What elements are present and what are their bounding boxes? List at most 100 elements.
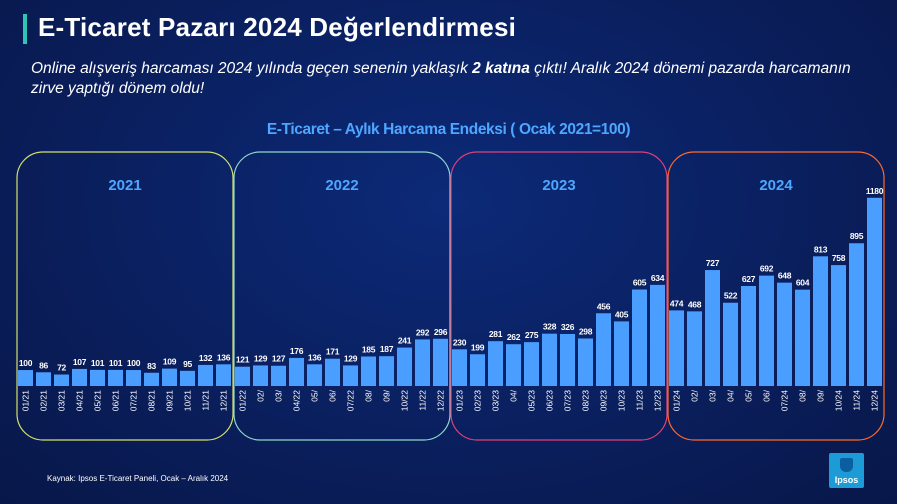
year-group-frame <box>16 151 234 441</box>
x-tick-label: 12/22 <box>436 390 446 412</box>
bar <box>524 342 539 386</box>
year-group-label: 2022 <box>325 177 358 194</box>
bar <box>650 284 665 386</box>
bar-value-label: 101 <box>91 358 105 368</box>
bar-value-label: 405 <box>615 309 629 319</box>
bar-value-label: 129 <box>254 353 268 363</box>
bar-value-label: 95 <box>183 359 192 369</box>
bar <box>271 365 286 386</box>
year-group-label: 2024 <box>759 177 793 194</box>
x-tick-label: 04/21 <box>75 390 85 412</box>
bar-value-label: 634 <box>651 273 665 283</box>
x-tick-label: 04/ <box>509 389 519 401</box>
x-tick-label: 09/23 <box>599 390 609 412</box>
bar-value-label: 185 <box>362 344 376 354</box>
x-tick-label: 05/23 <box>527 390 537 412</box>
bar <box>777 282 792 386</box>
bar-value-label: 895 <box>850 231 864 241</box>
bar-value-label: 187 <box>380 344 394 354</box>
bar-value-label: 72 <box>57 363 66 373</box>
bar <box>632 289 647 386</box>
x-tick-label: 08/21 <box>147 390 157 412</box>
bar-value-label: 813 <box>814 244 828 254</box>
bar-value-label: 281 <box>489 329 503 339</box>
x-tick-label: 02/23 <box>473 390 483 412</box>
bar-value-label: 275 <box>525 330 539 340</box>
x-tick-label: 01/21 <box>21 390 31 412</box>
x-tick-label: 07/24 <box>780 390 790 412</box>
x-tick-label: 12/21 <box>219 390 229 412</box>
bar <box>578 338 593 386</box>
bar <box>433 338 448 386</box>
x-tick-label: 11/23 <box>635 390 645 411</box>
bar <box>126 370 141 386</box>
bar-value-label: 129 <box>344 353 358 363</box>
subtitle-highlight: 2 katına <box>472 60 530 77</box>
page-title: E-Ticaret Pazarı 2024 Değerlendirmesi <box>38 12 517 42</box>
ipsos-logo: Ipsos <box>829 453 864 488</box>
x-tick-label: 10/21 <box>183 390 193 412</box>
x-tick-label: 11/22 <box>418 390 428 411</box>
x-tick-label: 12/23 <box>653 390 663 412</box>
x-tick-label: 07/21 <box>129 390 139 412</box>
x-tick-label: 01/24 <box>672 390 682 412</box>
x-tick-label: 05/ <box>744 389 754 401</box>
bar-value-label: 199 <box>471 342 485 352</box>
x-tick-label: 04/ <box>726 389 736 401</box>
bar <box>415 339 430 386</box>
bar-value-label: 101 <box>109 358 123 368</box>
bar <box>180 370 195 386</box>
bar-value-label: 230 <box>453 337 467 347</box>
x-tick-label: 11/24 <box>852 390 862 411</box>
x-tick-label: 08/23 <box>581 390 591 412</box>
bar <box>596 313 611 386</box>
bar <box>289 357 304 386</box>
bar-value-label: 292 <box>416 327 430 337</box>
bar <box>54 374 69 386</box>
x-tick-label: 09/ <box>382 389 392 401</box>
bar-value-label: 100 <box>127 358 141 368</box>
x-tick-label: 06/21 <box>111 390 121 412</box>
bar <box>144 372 159 386</box>
x-tick-label: 03/21 <box>57 390 67 412</box>
year-group-frame <box>450 151 668 441</box>
x-tick-label: 10/23 <box>617 390 627 412</box>
x-tick-label: 10/24 <box>834 390 844 412</box>
bar-value-label: 132 <box>199 353 213 363</box>
bar-value-label: 758 <box>832 253 846 263</box>
bar <box>325 358 340 386</box>
subtitle-text-after: çıktı! Aralık 2024 dönemi pazarda harcam… <box>31 60 851 97</box>
bar <box>759 275 774 386</box>
year-group-frame <box>233 151 451 441</box>
bar <box>470 354 485 386</box>
bar-value-label: 262 <box>507 332 521 342</box>
bar <box>488 341 503 386</box>
x-tick-label: 01/22 <box>238 390 248 412</box>
bar-value-label: 121 <box>236 355 250 365</box>
x-tick-label: 11/21 <box>201 390 211 411</box>
bar-value-label: 136 <box>308 352 322 362</box>
bar-value-label: 522 <box>724 291 738 301</box>
x-tick-label: 06/ <box>328 389 338 401</box>
bar <box>361 356 376 386</box>
bar-value-label: 176 <box>290 346 304 356</box>
bar-value-label: 326 <box>561 322 575 332</box>
bar <box>542 333 557 386</box>
title-accent-bar <box>23 14 27 44</box>
bar <box>108 369 123 386</box>
x-tick-label: 02/21 <box>39 390 49 412</box>
bar-value-label: 241 <box>398 336 412 346</box>
bar-value-label: 86 <box>39 360 48 370</box>
bar-value-label: 692 <box>760 264 774 274</box>
x-tick-label: 04/22 <box>292 390 302 412</box>
bar-value-label: 171 <box>326 347 340 357</box>
bar <box>560 334 575 386</box>
x-tick-label: 02/ <box>256 389 266 401</box>
year-group-frame <box>667 151 885 441</box>
bar <box>18 370 33 386</box>
year-group-label: 2023 <box>542 177 575 194</box>
x-tick-label: 06/23 <box>545 390 555 412</box>
bar-value-label: 474 <box>670 298 684 308</box>
bar-value-label: 107 <box>73 357 87 367</box>
